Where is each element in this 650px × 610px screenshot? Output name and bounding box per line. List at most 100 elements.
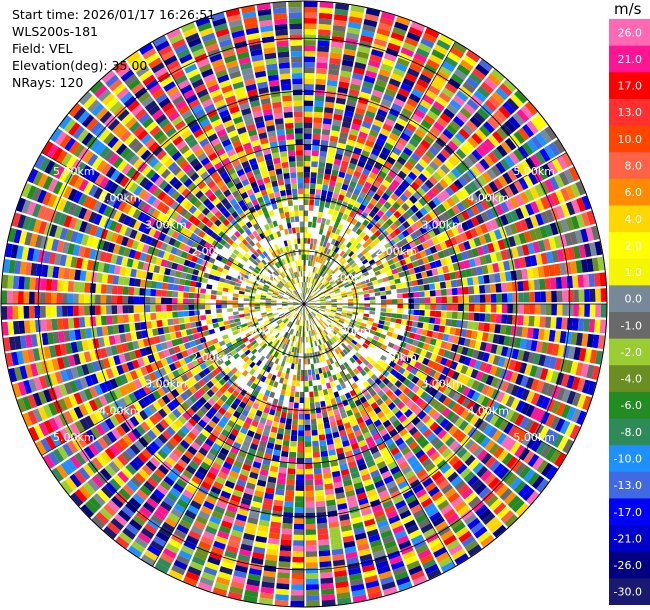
velocity-bin: [27, 168, 39, 184]
velocity-bin: [57, 267, 65, 279]
velocity-bin: [191, 475, 203, 485]
velocity-bin: [331, 305, 337, 308]
velocity-bin: [534, 184, 545, 198]
velocity-bin: [311, 435, 319, 442]
velocity-bin: [336, 419, 344, 426]
velocity-bin: [262, 458, 271, 466]
velocity-bin: [296, 463, 304, 469]
velocity-bin: [480, 103, 494, 116]
velocity-bin: [304, 150, 311, 156]
velocity-bin: [546, 342, 554, 355]
velocity-bin: [434, 259, 442, 268]
velocity-bin: [441, 407, 451, 418]
velocity-bin: [577, 318, 585, 332]
velocity-bin: [52, 448, 65, 463]
velocity-bin: [100, 485, 114, 499]
velocity-bin: [320, 331, 325, 338]
velocity-bin: [427, 407, 437, 418]
velocity-bin: [389, 393, 398, 402]
velocity-bin: [292, 551, 304, 557]
velocity-bin: [358, 131, 368, 140]
velocity-bin: [471, 247, 479, 258]
velocity-bin: [395, 423, 405, 433]
velocity-bin: [67, 317, 75, 329]
velocity-bin: [480, 534, 495, 548]
velocity-bin: [91, 237, 100, 249]
velocity-bin: [176, 478, 188, 489]
velocity-bin: [91, 475, 104, 489]
velocity-bin: [88, 496, 102, 511]
velocity-bin: [515, 269, 523, 281]
velocity-bin: [114, 492, 128, 505]
velocity-bin: [310, 183, 316, 190]
velocity-bin: [18, 276, 25, 290]
velocity-bin: [432, 196, 442, 207]
velocity-bin: [580, 363, 590, 378]
velocity-bin: [161, 282, 169, 290]
velocity-bin: [320, 223, 325, 230]
velocity-bin: [240, 498, 252, 506]
velocity-bin: [280, 372, 286, 379]
velocity-bin: [345, 338, 352, 345]
velocity-bin: [312, 440, 319, 447]
velocity-bin: [169, 487, 182, 498]
velocity-bin: [537, 266, 545, 278]
velocity-bin: [211, 510, 224, 520]
velocity-bin: [396, 293, 403, 299]
velocity-bin: [445, 256, 453, 265]
velocity-bin: [177, 458, 188, 469]
velocity-bin: [304, 117, 313, 123]
velocity-bin: [473, 177, 484, 189]
velocity-bin: [224, 359, 232, 367]
velocity-bin: [373, 161, 383, 171]
velocity-bin: [334, 348, 340, 355]
velocity-bin: [433, 207, 442, 217]
velocity-bin: [126, 341, 134, 351]
velocity-bin: [362, 80, 374, 90]
velocity-bin: [432, 346, 440, 355]
velocity-bin: [329, 135, 339, 143]
velocity-bin: [293, 301, 299, 304]
velocity-bin: [94, 142, 107, 156]
velocity-bin: [314, 106, 324, 113]
velocity-bin: [84, 167, 96, 181]
velocity-bin: [421, 169, 432, 179]
velocity-bin: [221, 268, 229, 275]
velocity-bin: [200, 505, 213, 516]
velocity-bin: [354, 220, 362, 228]
velocity-bin: [460, 251, 469, 261]
velocity-bin: [541, 341, 549, 354]
velocity-bin: [293, 402, 299, 409]
velocity-bin: [283, 378, 288, 385]
velocity-bin: [332, 30, 346, 38]
velocity-bin: [363, 431, 372, 440]
velocity-bin: [452, 428, 463, 440]
velocity-bin: [293, 312, 298, 318]
velocity-bin: [362, 286, 369, 291]
velocity-bin: [78, 404, 89, 417]
velocity-bin: [293, 534, 304, 541]
velocity-bin: [348, 134, 358, 142]
velocity-bin: [376, 156, 386, 166]
velocity-bin: [544, 126, 557, 141]
velocity-bin: [81, 432, 92, 445]
velocity-bin: [564, 232, 573, 247]
velocity-bin: [476, 382, 485, 393]
velocity-bin: [356, 416, 364, 425]
velocity-bin: [359, 91, 371, 100]
velocity-bin: [133, 296, 140, 304]
velocity-bin: [444, 487, 457, 499]
velocity-bin: [387, 326, 395, 333]
velocity-bin: [372, 119, 384, 128]
velocity-bin: [488, 231, 498, 242]
velocity-bin: [83, 209, 93, 222]
velocity-bin: [402, 304, 409, 309]
velocity-bin: [153, 335, 161, 344]
velocity-bin: [141, 448, 153, 460]
velocity-bin: [543, 355, 552, 368]
velocity-bin: [463, 103, 476, 115]
velocity-bin: [426, 432, 437, 443]
velocity-bin: [420, 391, 429, 401]
velocity-bin: [410, 152, 421, 163]
velocity-bin: [151, 273, 159, 281]
